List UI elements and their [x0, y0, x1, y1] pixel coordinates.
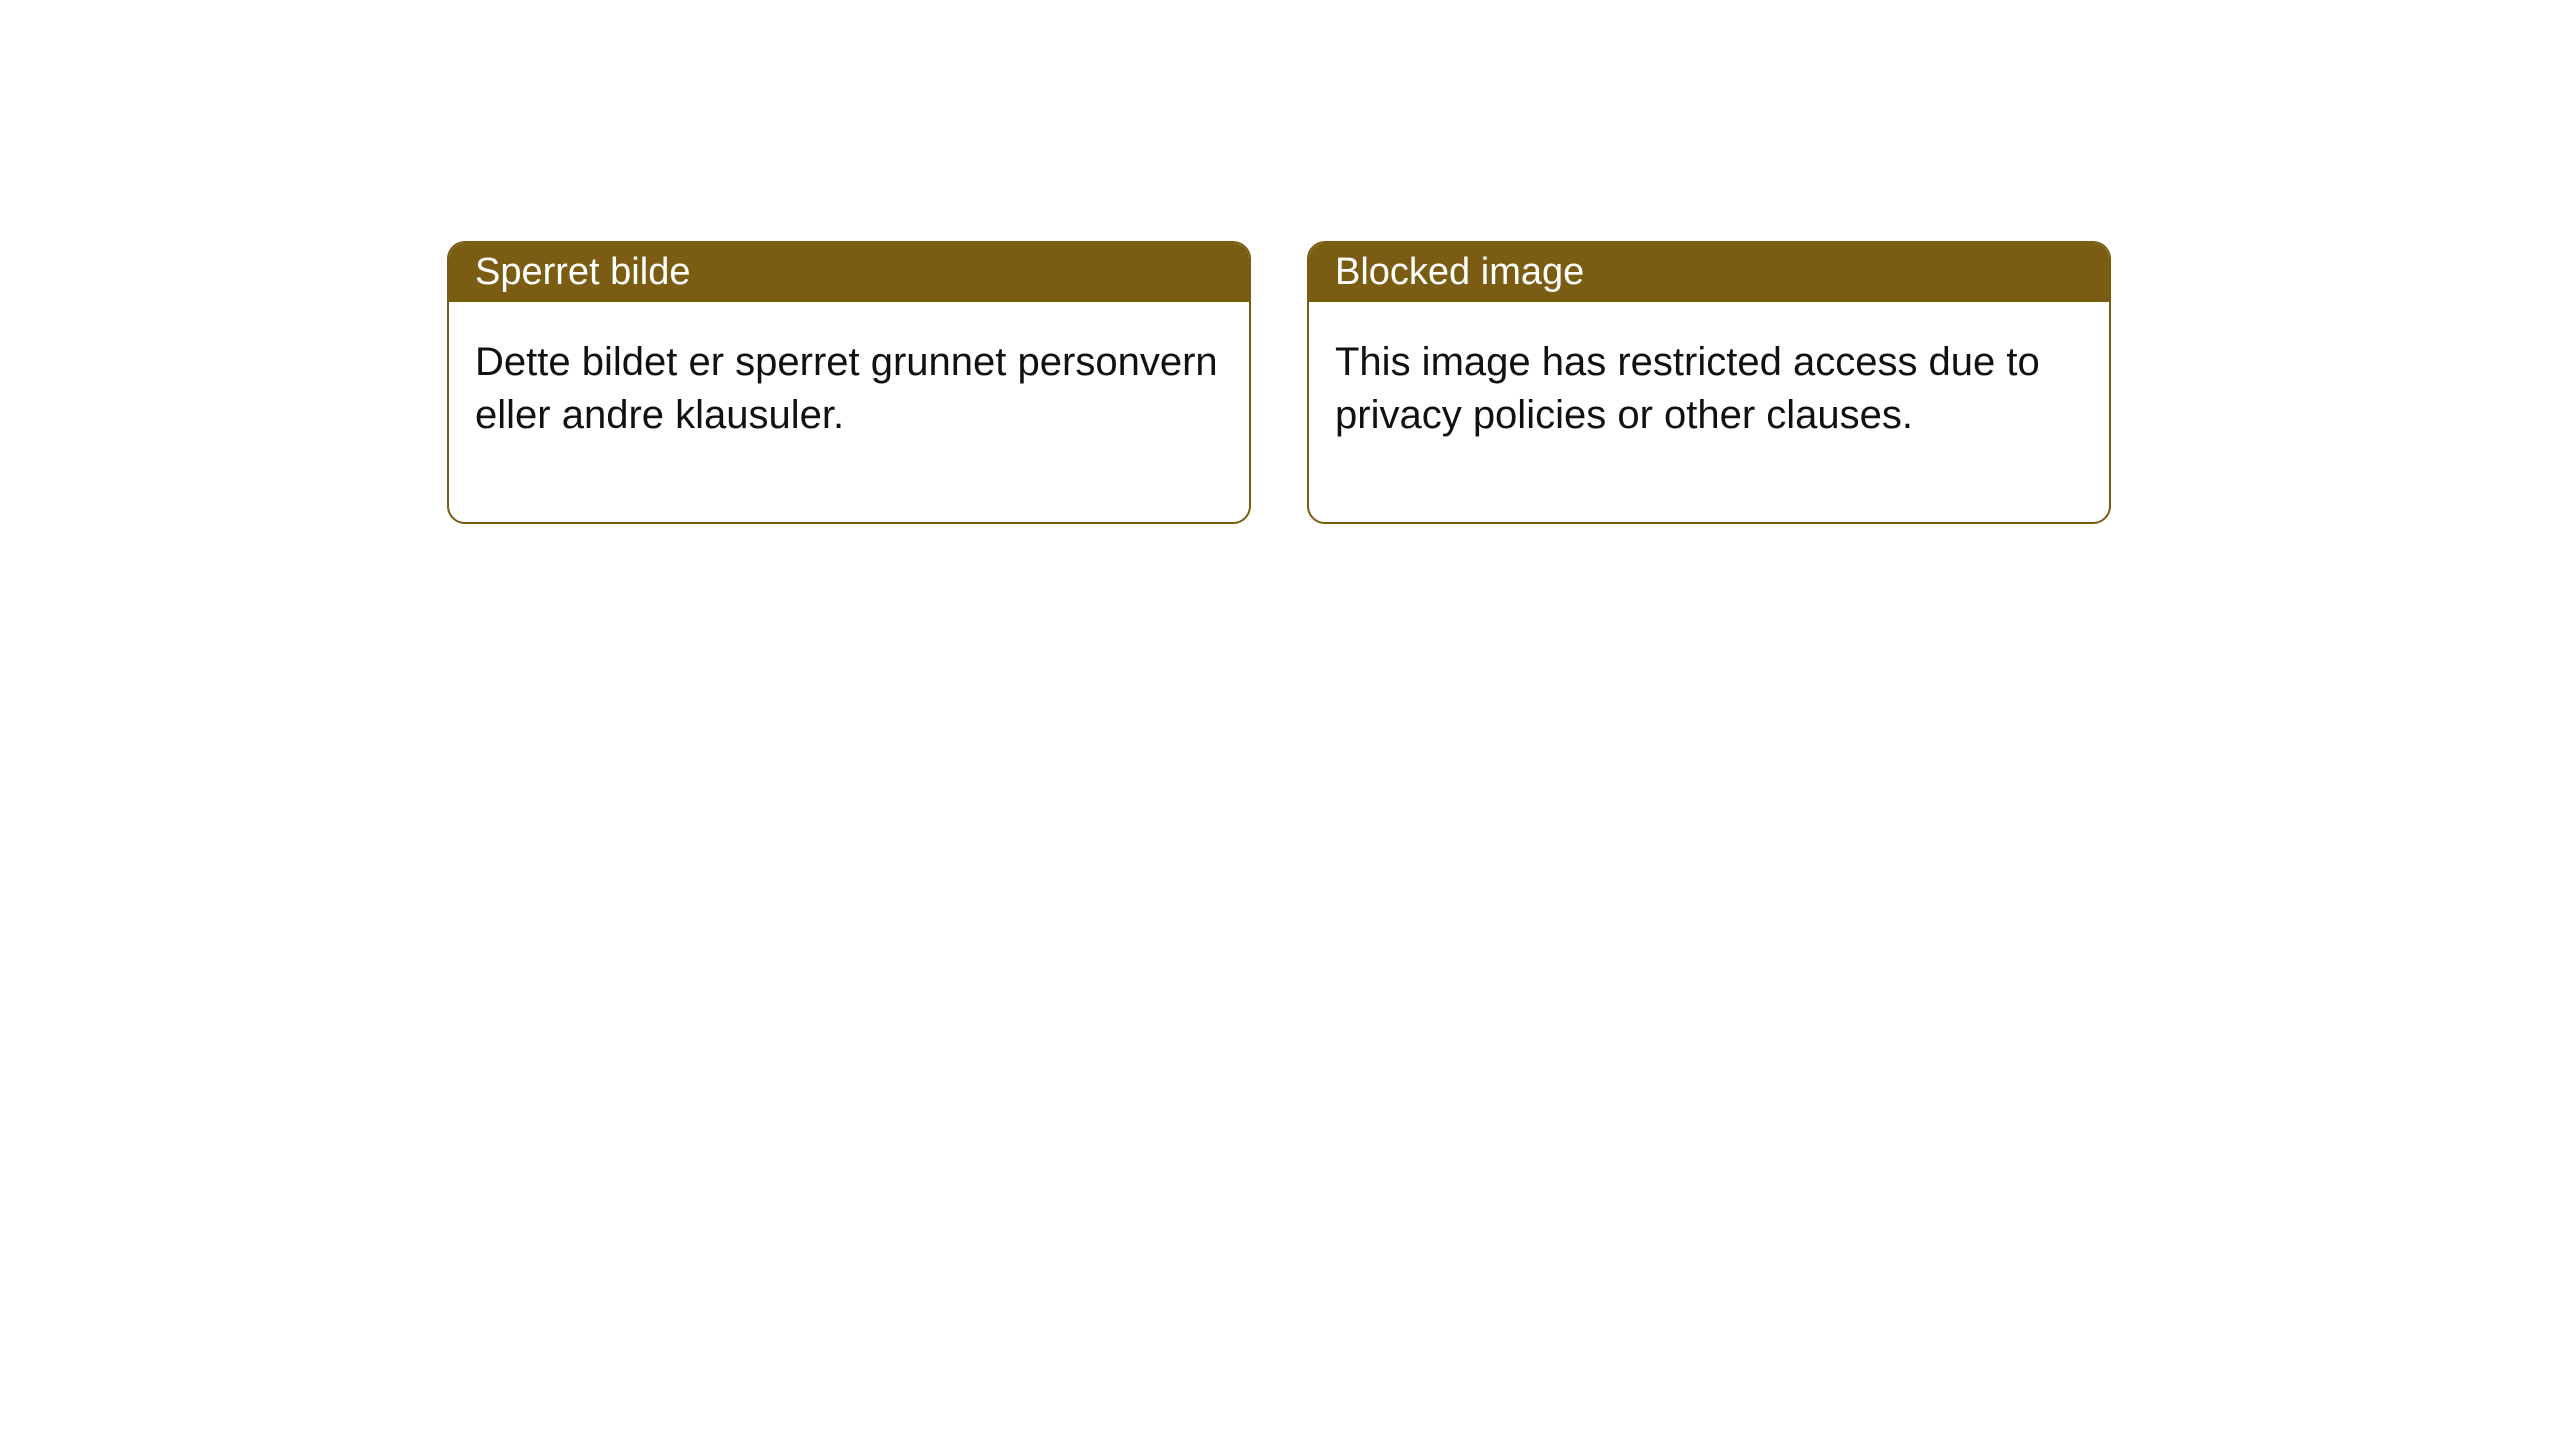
card-body-text-no: Dette bildet er sperret grunnet personve… — [475, 340, 1218, 437]
notice-container: Sperret bilde Dette bildet er sperret gr… — [0, 0, 2560, 524]
blocked-image-card-no: Sperret bilde Dette bildet er sperret gr… — [447, 241, 1251, 524]
card-body-no: Dette bildet er sperret grunnet personve… — [449, 302, 1249, 522]
card-body-en: This image has restricted access due to … — [1309, 302, 2109, 522]
card-header-no: Sperret bilde — [449, 243, 1249, 302]
blocked-image-card-en: Blocked image This image has restricted … — [1307, 241, 2111, 524]
card-title-en: Blocked image — [1335, 251, 1584, 293]
card-body-text-en: This image has restricted access due to … — [1335, 340, 2040, 437]
card-header-en: Blocked image — [1309, 243, 2109, 302]
card-title-no: Sperret bilde — [475, 251, 690, 293]
